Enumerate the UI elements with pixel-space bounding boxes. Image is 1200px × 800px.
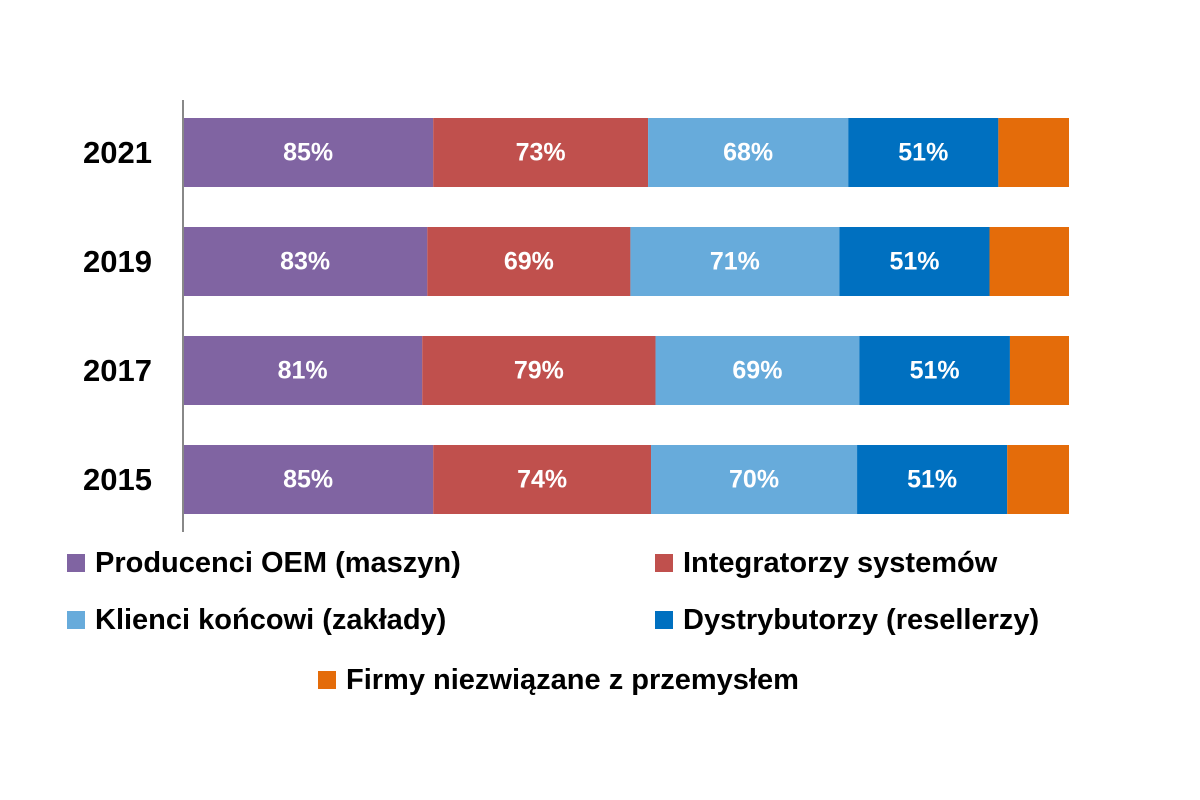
bar-segment-2015-s5	[1007, 445, 1069, 514]
legend: Producenci OEM (maszyn) Integratorzy syst…	[67, 547, 1039, 696]
data-label-2017-s4: 51%	[910, 357, 960, 385]
data-label-2015-s3: 70%	[729, 466, 779, 494]
legend-label-5: Firmy niezwiązane z przemysłem	[346, 664, 799, 696]
bar-segment-2017-s4	[859, 336, 1010, 405]
bar-segment-2015-s2	[433, 445, 652, 514]
bar-segment-2021-s2	[433, 118, 649, 187]
data-label-2021-s2: 73%	[516, 139, 566, 167]
category-label-2021: 2021	[83, 135, 152, 170]
data-label-2021-s4: 51%	[898, 139, 948, 167]
bar-segment-2021-s5	[998, 118, 1069, 187]
data-label-2015-s4: 51%	[907, 466, 957, 494]
bar-segment-2021-s1	[183, 118, 434, 187]
data-label-2019-s4: 51%	[889, 248, 939, 276]
legend-label-4: Dystrybutorzy (resellerzy)	[683, 604, 1039, 636]
data-label-2019-s1: 83%	[280, 248, 330, 276]
legend-swatch-3	[67, 611, 85, 629]
data-label-2015-s2: 74%	[517, 466, 567, 494]
bar-segment-2015-s1	[183, 445, 434, 514]
data-label-2017-s1: 81%	[278, 357, 328, 385]
data-label-2017-s3: 69%	[732, 357, 782, 385]
category-label-2015: 2015	[83, 462, 152, 497]
data-label-2017-s2: 79%	[514, 357, 564, 385]
bar-segment-2017-s1	[183, 336, 423, 405]
data-label-2019-s3: 71%	[710, 248, 760, 276]
legend-swatch-5	[318, 671, 336, 689]
data-label-2015-s1: 85%	[283, 466, 333, 494]
legend-label-2: Integratorzy systemów	[683, 547, 998, 579]
bar-segment-2017-s2	[422, 336, 656, 405]
labels-layer: 2021 85% 73% 68% 51% 2019 83% 69% 71% 51% 2017 81% 7…	[83, 135, 960, 497]
legend-swatch-4	[655, 611, 673, 629]
bar-segment-2019-s1	[183, 227, 428, 296]
bar-segment-2021-s3	[648, 118, 849, 187]
category-label-2019: 2019	[83, 244, 152, 279]
legend-label-1: Producenci OEM (maszyn)	[95, 547, 461, 579]
bar-segment-2021-s4	[848, 118, 999, 187]
bars-layer	[183, 118, 1069, 514]
legend-swatch-1	[67, 554, 85, 572]
data-label-2019-s2: 69%	[504, 248, 554, 276]
data-label-2021-s3: 68%	[723, 139, 773, 167]
bar-segment-2019-s4	[839, 227, 990, 296]
legend-label-3: Klienci końcowi (zakłady)	[95, 604, 446, 636]
bar-segment-2015-s3	[651, 445, 858, 514]
bar-segment-2015-s4	[857, 445, 1008, 514]
bar-segment-2019-s5	[989, 227, 1069, 296]
bar-segment-2017-s3	[655, 336, 860, 405]
data-label-2021-s1: 85%	[283, 139, 333, 167]
legend-swatch-2	[655, 554, 673, 572]
category-label-2017: 2017	[83, 353, 152, 388]
bar-segment-2019-s3	[630, 227, 840, 296]
bar-segment-2017-s5	[1009, 336, 1069, 405]
bar-segment-2019-s2	[427, 227, 631, 296]
